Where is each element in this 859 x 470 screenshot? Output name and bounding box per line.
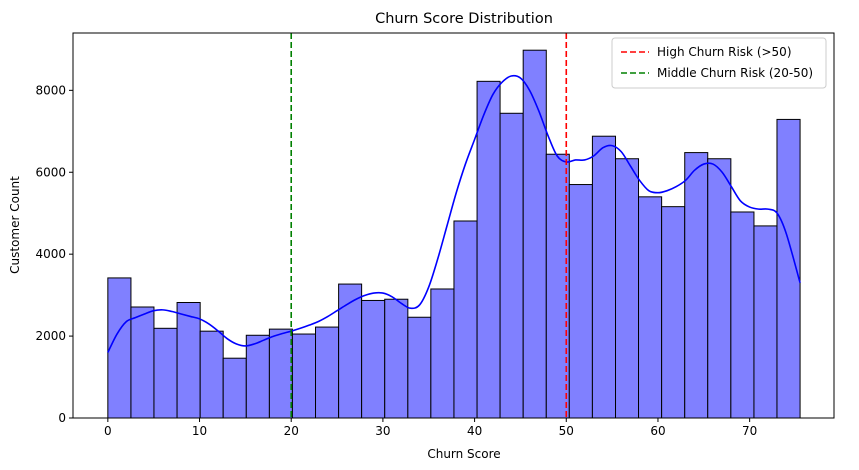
histogram-bar — [361, 299, 386, 419]
histogram-bar — [453, 220, 478, 419]
histogram-bar — [245, 334, 270, 419]
histogram-bar — [707, 158, 732, 419]
y-tick-label: 6000 — [35, 165, 66, 179]
x-tick-label: 60 — [650, 424, 665, 438]
x-tick-label: 50 — [559, 424, 574, 438]
x-axis-ticks: 0 10 20 30 40 50 60 70 — [104, 418, 757, 438]
histogram-bar — [522, 49, 547, 419]
x-tick-label: 70 — [742, 424, 757, 438]
histogram-bar — [291, 333, 317, 419]
histogram-bar — [153, 327, 178, 419]
histogram-bar — [407, 316, 432, 419]
histogram-bar — [499, 112, 524, 419]
histogram-bar — [591, 135, 617, 419]
histogram-bar — [638, 196, 663, 419]
legend-label: Middle Churn Risk (20-50) — [657, 66, 813, 80]
kde-curve — [107, 74, 801, 353]
histogram-bar — [615, 158, 640, 419]
y-tick-label: 4000 — [35, 247, 66, 261]
plot-area-frame — [72, 32, 835, 419]
histogram-bar — [222, 357, 247, 419]
histogram-bar — [384, 298, 409, 419]
x-tick-label: 20 — [284, 424, 299, 438]
histogram-bar — [684, 152, 709, 419]
legend-box — [611, 37, 827, 89]
histogram-bar — [130, 306, 155, 419]
y-axis-label: Customer Count — [8, 176, 22, 274]
x-tick-label: 30 — [375, 424, 390, 438]
x-tick-label: 40 — [467, 424, 482, 438]
histogram-bar — [430, 288, 455, 419]
histogram-bar — [268, 328, 293, 419]
reference-lines — [290, 33, 568, 418]
legend: High Churn Risk (>50) Middle Churn Risk (… — [611, 37, 827, 89]
histogram-bar — [107, 277, 132, 419]
histogram-bar — [753, 225, 778, 419]
y-tick-label: 0 — [58, 411, 66, 425]
legend-label: High Churn Risk (>50) — [657, 45, 792, 59]
histogram-bar — [176, 302, 201, 419]
chart-title: Churn Score Distribution — [375, 11, 553, 27]
histogram-bar — [338, 283, 363, 419]
histogram-bar — [315, 326, 340, 419]
legend-item-middle-churn-risk: Middle Churn Risk (20-50) — [621, 66, 813, 80]
x-axis-label: Churn Score — [427, 447, 500, 461]
histogram-bar — [568, 184, 593, 419]
y-tick-label: 2000 — [35, 329, 66, 343]
x-tick-label: 10 — [192, 424, 207, 438]
histogram-bar — [476, 80, 501, 419]
histogram-bar — [199, 330, 224, 419]
histogram-bars — [107, 49, 801, 419]
legend-item-high-churn-risk: High Churn Risk (>50) — [621, 45, 792, 59]
y-axis-ticks: 0 2000 4000 6000 8000 — [35, 83, 73, 425]
y-tick-label: 8000 — [35, 83, 66, 97]
histogram-bar — [661, 206, 686, 419]
x-tick-label: 0 — [104, 424, 112, 438]
histogram-bar — [730, 211, 755, 419]
